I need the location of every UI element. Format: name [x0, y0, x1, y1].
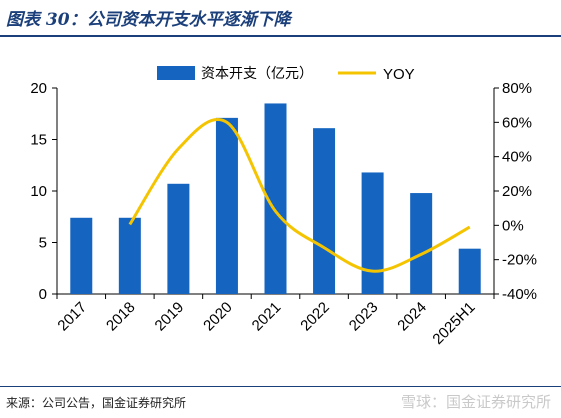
x-tick-label: 2025H1 — [429, 299, 478, 348]
bar-capex — [264, 103, 287, 294]
bar-series — [70, 103, 481, 295]
y-left-tick-label: 5 — [39, 235, 47, 252]
x-tick-label: 2020 — [200, 299, 236, 335]
bar-capex — [118, 217, 141, 294]
bar-capex — [167, 183, 190, 294]
legend-label-yoy: YOY — [383, 66, 415, 83]
x-tick-label: 2019 — [152, 299, 188, 335]
capex-chart: 资本开支（亿元） YOY 0 5 10 15 20 -40% -20% 0% 20% 40% 60%… — [30, 66, 537, 348]
bar-capex — [313, 128, 336, 294]
bar-capex — [215, 117, 238, 295]
bar-capex — [410, 193, 433, 294]
source-note: 来源：公司公告，国金证券研究所 — [6, 396, 187, 410]
y-left-tick-label: 0 — [39, 286, 47, 303]
y-left-tick-label: 15 — [30, 132, 47, 149]
legend-swatch-capex — [157, 66, 195, 80]
x-tick-label: 2018 — [103, 299, 139, 335]
y-right-tick-label: 80% — [502, 80, 532, 97]
bar-capex — [458, 248, 481, 294]
x-tick-label: 2024 — [394, 299, 430, 335]
figure-title: 图表 30：公司资本开支水平逐渐下降 — [6, 10, 291, 30]
y-left-tick-label: 10 — [30, 183, 47, 200]
y-right-tick-label: 20% — [502, 183, 532, 200]
bar-capex — [361, 172, 384, 294]
y-right-tick-label: -20% — [502, 252, 537, 269]
x-tick-label: 2023 — [346, 299, 382, 335]
y-right-tick-label: 0% — [502, 217, 524, 234]
title-underline — [0, 35, 561, 37]
x-tick-label: 2022 — [297, 299, 333, 335]
line-yoy — [128, 118, 471, 273]
y-right-tick-label: 60% — [502, 114, 532, 131]
x-tick-label: 2021 — [249, 299, 285, 335]
x-tick-label: 2017 — [54, 299, 90, 335]
y-left-tick-label: 20 — [30, 80, 47, 97]
source-divider — [0, 386, 561, 387]
y-right-tick-label: -40% — [502, 286, 537, 303]
bar-capex — [70, 217, 93, 294]
y-right-tick-label: 40% — [502, 149, 532, 166]
line-series — [128, 118, 471, 273]
legend-label-capex: 资本开支（亿元） — [201, 66, 313, 82]
watermark: 雪球：国金证券研究所 — [400, 393, 551, 411]
title-bar: 图表 30：公司资本开支水平逐渐下降 — [0, 0, 561, 37]
chart-legend: 资本开支（亿元） YOY — [157, 66, 415, 83]
